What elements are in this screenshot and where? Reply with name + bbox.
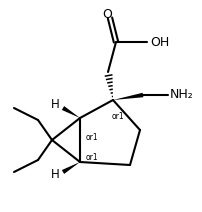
Text: or1: or1 bbox=[86, 132, 99, 141]
Polygon shape bbox=[62, 106, 80, 118]
Polygon shape bbox=[62, 162, 80, 174]
Polygon shape bbox=[113, 93, 143, 100]
Text: OH: OH bbox=[150, 35, 169, 49]
Text: NH₂: NH₂ bbox=[170, 88, 194, 102]
Text: H: H bbox=[51, 169, 59, 181]
Text: O: O bbox=[102, 7, 112, 21]
Text: or1: or1 bbox=[86, 153, 99, 163]
Text: or1: or1 bbox=[112, 112, 125, 121]
Text: H: H bbox=[51, 99, 59, 112]
